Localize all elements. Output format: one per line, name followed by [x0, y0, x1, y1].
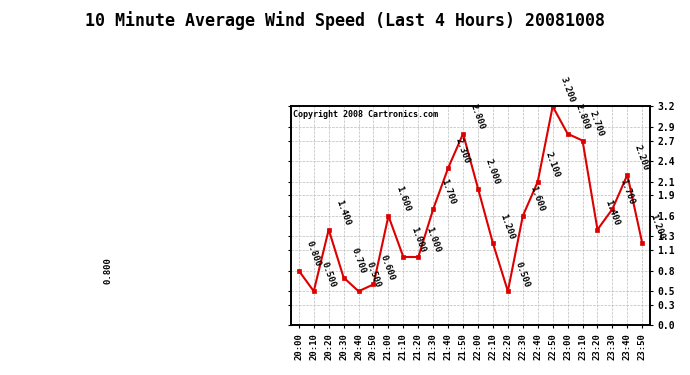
Text: Copyright 2008 Cartronics.com: Copyright 2008 Cartronics.com — [293, 110, 438, 118]
Text: 2.700: 2.700 — [588, 110, 606, 138]
Text: 2.800: 2.800 — [573, 103, 591, 131]
Text: 1.600: 1.600 — [394, 185, 412, 213]
Text: 1.000: 1.000 — [424, 226, 442, 254]
Text: 2.100: 2.100 — [543, 151, 561, 179]
Text: 1.400: 1.400 — [603, 198, 621, 227]
Text: 1.700: 1.700 — [439, 178, 456, 206]
Text: 1.000: 1.000 — [409, 226, 426, 254]
Text: 0.800: 0.800 — [304, 240, 322, 268]
Text: 0.500: 0.500 — [319, 260, 337, 288]
Text: 1.200: 1.200 — [498, 212, 516, 240]
Text: 0.600: 0.600 — [379, 253, 397, 282]
Text: 2.000: 2.000 — [484, 158, 501, 186]
Text: 0.500: 0.500 — [364, 260, 382, 288]
Text: 0.700: 0.700 — [349, 246, 367, 275]
Text: 2.200: 2.200 — [633, 144, 651, 172]
Text: 3.200: 3.200 — [558, 75, 576, 104]
Text: 10 Minute Average Wind Speed (Last 4 Hours) 20081008: 10 Minute Average Wind Speed (Last 4 Hou… — [85, 11, 605, 30]
Text: 1.600: 1.600 — [529, 185, 546, 213]
Text: 2.800: 2.800 — [469, 103, 486, 131]
Text: 0.500: 0.500 — [513, 260, 531, 288]
Text: 2.300: 2.300 — [454, 137, 471, 165]
Text: 1.700: 1.700 — [618, 178, 635, 206]
Text: 0.800: 0.800 — [104, 257, 112, 284]
Text: 1.200: 1.200 — [648, 212, 665, 240]
Text: 1.400: 1.400 — [334, 198, 352, 227]
